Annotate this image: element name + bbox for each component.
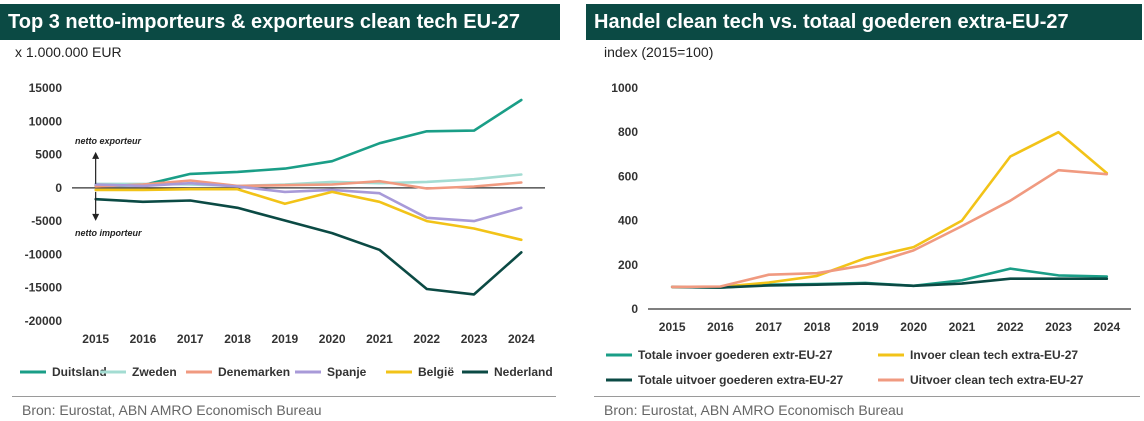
y-tick-label: -15000 <box>25 281 63 295</box>
legend-label: Zweden <box>132 365 177 379</box>
x-tick-label: 2019 <box>852 320 879 334</box>
left-unit-label: x 1.000.000 EUR <box>15 44 122 60</box>
left-chart-panel: Top 3 netto-importeurs & exporteurs clea… <box>0 0 560 421</box>
legend-label: Denemarken <box>218 365 290 379</box>
series-line-2 <box>670 277 1109 289</box>
series-line-0 <box>94 98 523 188</box>
x-tick-label: 2015 <box>82 332 109 346</box>
import-arrow-head <box>92 213 100 221</box>
x-tick-label: 2020 <box>900 320 927 334</box>
x-tick-label: 2021 <box>949 320 976 334</box>
x-tick-label: 2020 <box>319 332 346 346</box>
right-chart-title: Handel clean tech vs. totaal goederen ex… <box>586 4 1142 40</box>
y-tick-label: 400 <box>618 214 638 228</box>
y-tick-label: 600 <box>618 169 638 183</box>
left-source: Bron: Eurostat, ABN AMRO Economisch Bure… <box>22 402 322 418</box>
legend-label: Totale invoer goederen extr-EU-27 <box>638 348 833 362</box>
y-tick-label: 1000 <box>611 81 638 95</box>
netto-importeur-label: netto importeur <box>75 228 142 238</box>
x-tick-label: 2015 <box>659 320 686 334</box>
x-tick-label: 2018 <box>804 320 831 334</box>
series-line-5 <box>94 197 523 296</box>
legend-label: Spanje <box>327 365 367 379</box>
series-line-4 <box>94 187 523 242</box>
x-tick-label: 2022 <box>413 332 440 346</box>
series-line-3 <box>670 168 1109 289</box>
y-tick-label: -10000 <box>25 247 63 261</box>
x-tick-label: 2024 <box>1093 320 1120 334</box>
x-tick-label: 2022 <box>997 320 1024 334</box>
netto-exporteur-label: netto exporteur <box>75 136 142 146</box>
x-tick-label: 2018 <box>224 332 251 346</box>
legend-label: Nederland <box>494 365 553 379</box>
series-line-3 <box>94 181 523 223</box>
series-line-1 <box>670 130 1109 289</box>
x-tick-label: 2016 <box>130 332 157 346</box>
x-tick-label: 2024 <box>508 332 535 346</box>
x-tick-label: 2021 <box>366 332 393 346</box>
x-tick-label: 2017 <box>755 320 782 334</box>
x-tick-label: 2023 <box>1045 320 1072 334</box>
y-tick-label: -5000 <box>31 214 62 228</box>
right-divider <box>594 396 1140 397</box>
y-tick-label: 15000 <box>29 81 63 95</box>
x-tick-label: 2016 <box>707 320 734 334</box>
x-tick-label: 2017 <box>177 332 204 346</box>
right-unit-label: index (2015=100) <box>604 44 714 60</box>
y-tick-label: 0 <box>631 302 638 316</box>
legend-label: België <box>418 365 454 379</box>
right-line-chart: 0 200 400 600 800 1000 2015 2016 2017 2018 2019 202… <box>606 81 1131 387</box>
y-tick-label: 0 <box>55 181 62 195</box>
right-chart-panel: Handel clean tech vs. totaal goederen ex… <box>586 0 1142 421</box>
series-line-2 <box>94 179 523 190</box>
export-arrow-head <box>92 151 100 159</box>
left-line-chart: -20000 -15000 -10000 -5000 0 5000 10000 15000 20… <box>20 81 553 379</box>
left-divider <box>12 396 556 397</box>
right-source: Bron: Eurostat, ABN AMRO Economisch Bure… <box>604 402 904 418</box>
y-tick-label: 5000 <box>35 148 62 162</box>
legend-label: Invoer clean tech extra-EU-27 <box>910 348 1078 362</box>
legend-label: Totale uitvoer goederen extra-EU-27 <box>638 373 843 387</box>
x-tick-label: 2019 <box>271 332 298 346</box>
y-tick-label: -20000 <box>25 314 63 328</box>
y-tick-label: 10000 <box>29 114 63 128</box>
y-tick-label: 200 <box>618 258 638 272</box>
legend-label: Uitvoer clean tech extra-EU-27 <box>910 373 1084 387</box>
legend-label: Duitsland <box>52 365 107 379</box>
left-chart-title: Top 3 netto-importeurs & exporteurs clea… <box>0 4 560 40</box>
y-tick-label: 800 <box>618 125 638 139</box>
x-tick-label: 2023 <box>461 332 488 346</box>
